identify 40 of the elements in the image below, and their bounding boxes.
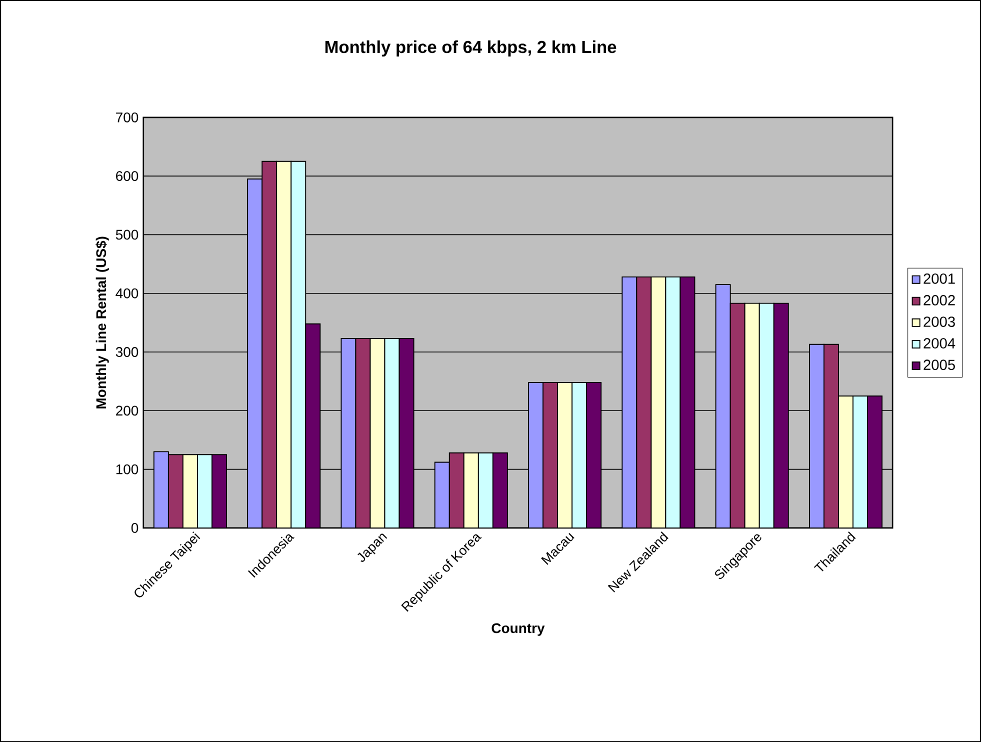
y-tick-label: 700 [116, 112, 138, 122]
y-tick-label: 0 [131, 522, 138, 533]
bar [715, 284, 731, 528]
bar [212, 454, 227, 528]
y-axis-title: Monthly Line Rental (US$) [96, 236, 109, 408]
bar [340, 338, 356, 528]
y-tick-label: 400 [116, 288, 138, 298]
bar [586, 382, 602, 528]
bar [680, 276, 696, 528]
bar [773, 302, 789, 528]
bar [758, 302, 774, 528]
bar [478, 452, 494, 528]
y-tick-label: 200 [116, 406, 138, 416]
chart-title: Monthly price of 64 kbps, 2 km Line [325, 40, 616, 56]
bar [867, 395, 882, 528]
y-tick-label: 100 [116, 464, 138, 474]
bar [305, 323, 321, 528]
bar [665, 276, 681, 528]
legend-label: 2004 [924, 338, 956, 348]
bar [290, 160, 306, 528]
bar [153, 451, 169, 528]
bar [572, 382, 588, 528]
y-tick-label: 500 [116, 230, 138, 240]
bar [384, 338, 400, 528]
bar [398, 338, 414, 528]
bar [197, 454, 212, 528]
bar [622, 276, 638, 528]
legend-label: 2005 [924, 360, 955, 370]
bar [434, 462, 450, 528]
y-tick-label: 600 [116, 170, 138, 181]
bar [247, 178, 263, 528]
y-tick-label: 300 [116, 346, 138, 357]
legend-label: 2003 [924, 316, 955, 327]
legend-label: 2001 [924, 273, 955, 284]
bar [852, 395, 868, 528]
bar [528, 382, 544, 528]
x-axis-title: Country [492, 623, 545, 636]
legend-label: 2002 [924, 294, 955, 306]
bar [808, 344, 824, 528]
bar [492, 452, 508, 528]
